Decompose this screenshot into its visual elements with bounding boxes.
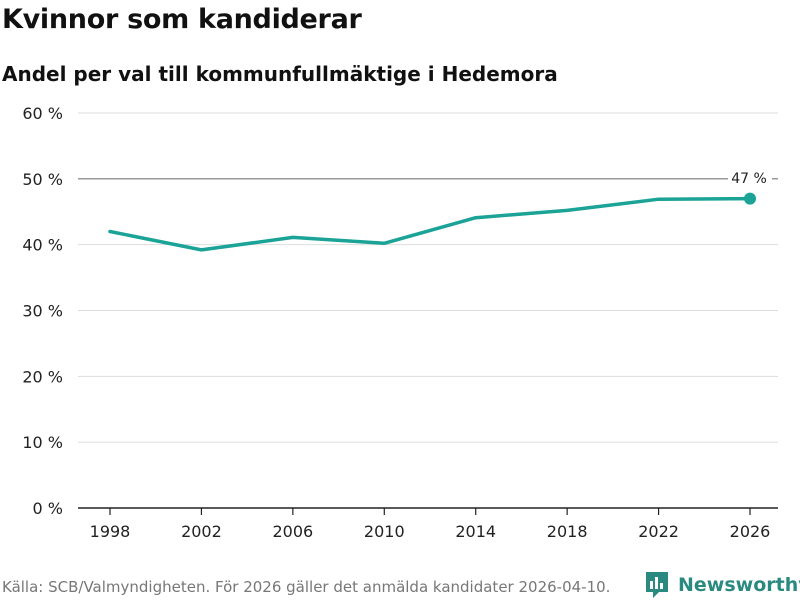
x-tick-label: 2002 (181, 522, 222, 541)
y-tick-label: 30 % (22, 302, 63, 321)
label-layer: 47 % (728, 169, 773, 187)
source-note: Källa: SCB/Valmyndigheten. För 2026 gäll… (2, 578, 611, 596)
y-tick-label: 0 % (33, 499, 63, 518)
x-tick-label: 2010 (364, 522, 405, 541)
grid-layer (78, 112, 778, 443)
x-tick-label: 2026 (730, 522, 771, 541)
chart-subtitle: Andel per val till kommunfullmäktige i H… (2, 62, 558, 86)
x-tick-label: 2006 (273, 522, 314, 541)
data-point (657, 197, 661, 201)
brand-logo: Newsworthy (644, 570, 800, 600)
x-tick-label: 2014 (455, 522, 496, 541)
x-tick-label: 2018 (547, 522, 588, 541)
y-tick-label: 50 % (22, 170, 63, 189)
end-value-label: 47 % (731, 171, 767, 187)
data-point (108, 230, 112, 234)
y-tick-label: 20 % (22, 367, 63, 386)
newsworthy-logo-icon (646, 572, 668, 598)
data-point (474, 216, 478, 220)
chart-title: Kvinnor som kandiderar (2, 4, 362, 35)
data-point (291, 235, 295, 239)
brand-name: Newsworthy (678, 574, 800, 596)
data-point (199, 248, 203, 252)
y-tick-label: 10 % (22, 433, 63, 452)
series-layer (108, 192, 757, 252)
series-line-andel (108, 196, 752, 252)
x-tick-label: 1998 (90, 522, 131, 541)
y-tick-label: 40 % (22, 236, 63, 255)
data-point (382, 241, 386, 245)
end-label-background (728, 169, 773, 186)
end-point-marker (744, 192, 757, 205)
x-tick-label: 2022 (638, 522, 679, 541)
axis-layer: 0 % 10 % 20 % 30 % 40 % 50 % 60 % 1998 2002 2006 2… (22, 104, 778, 541)
y-tick-label: 60 % (22, 104, 63, 123)
data-point (565, 208, 569, 212)
